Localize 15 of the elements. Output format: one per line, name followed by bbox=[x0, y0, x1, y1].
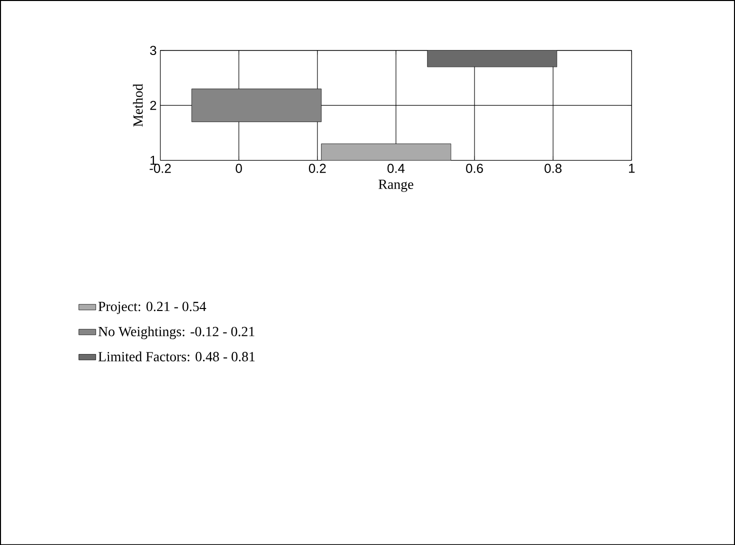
legend-label: Limited Factors: 0.48 - 0.81 bbox=[98, 351, 255, 362]
legend-label: No Weightings: -0.12 - 0.21 bbox=[98, 326, 254, 340]
x-tick-label: 0 bbox=[236, 164, 242, 173]
x-tick-label: 0.2 bbox=[308, 164, 326, 173]
x-tick-label: 0.6 bbox=[466, 164, 483, 173]
x-axis-title: Range bbox=[378, 180, 414, 192]
x-tick-label: 1 bbox=[629, 164, 635, 173]
x-tick-label: 0.8 bbox=[544, 164, 562, 173]
y-tick-label: 1 bbox=[150, 156, 156, 165]
y-axis-title: Method bbox=[132, 84, 143, 126]
y-tick-label: 3 bbox=[150, 46, 156, 55]
legend-label: Project: 0.21 - 0.54 bbox=[98, 302, 206, 314]
x-tick-label: -0.2 bbox=[150, 164, 171, 173]
y-tick-label: 2 bbox=[150, 100, 156, 110]
x-tick-label: 0.4 bbox=[387, 164, 405, 173]
